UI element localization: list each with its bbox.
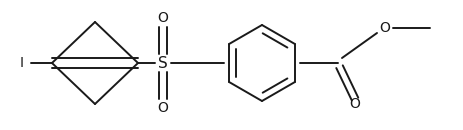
Text: O: O bbox=[157, 11, 169, 25]
Text: O: O bbox=[157, 101, 169, 115]
Text: O: O bbox=[380, 21, 390, 35]
Text: S: S bbox=[158, 56, 168, 70]
Text: I: I bbox=[20, 56, 24, 70]
Text: O: O bbox=[350, 97, 360, 111]
